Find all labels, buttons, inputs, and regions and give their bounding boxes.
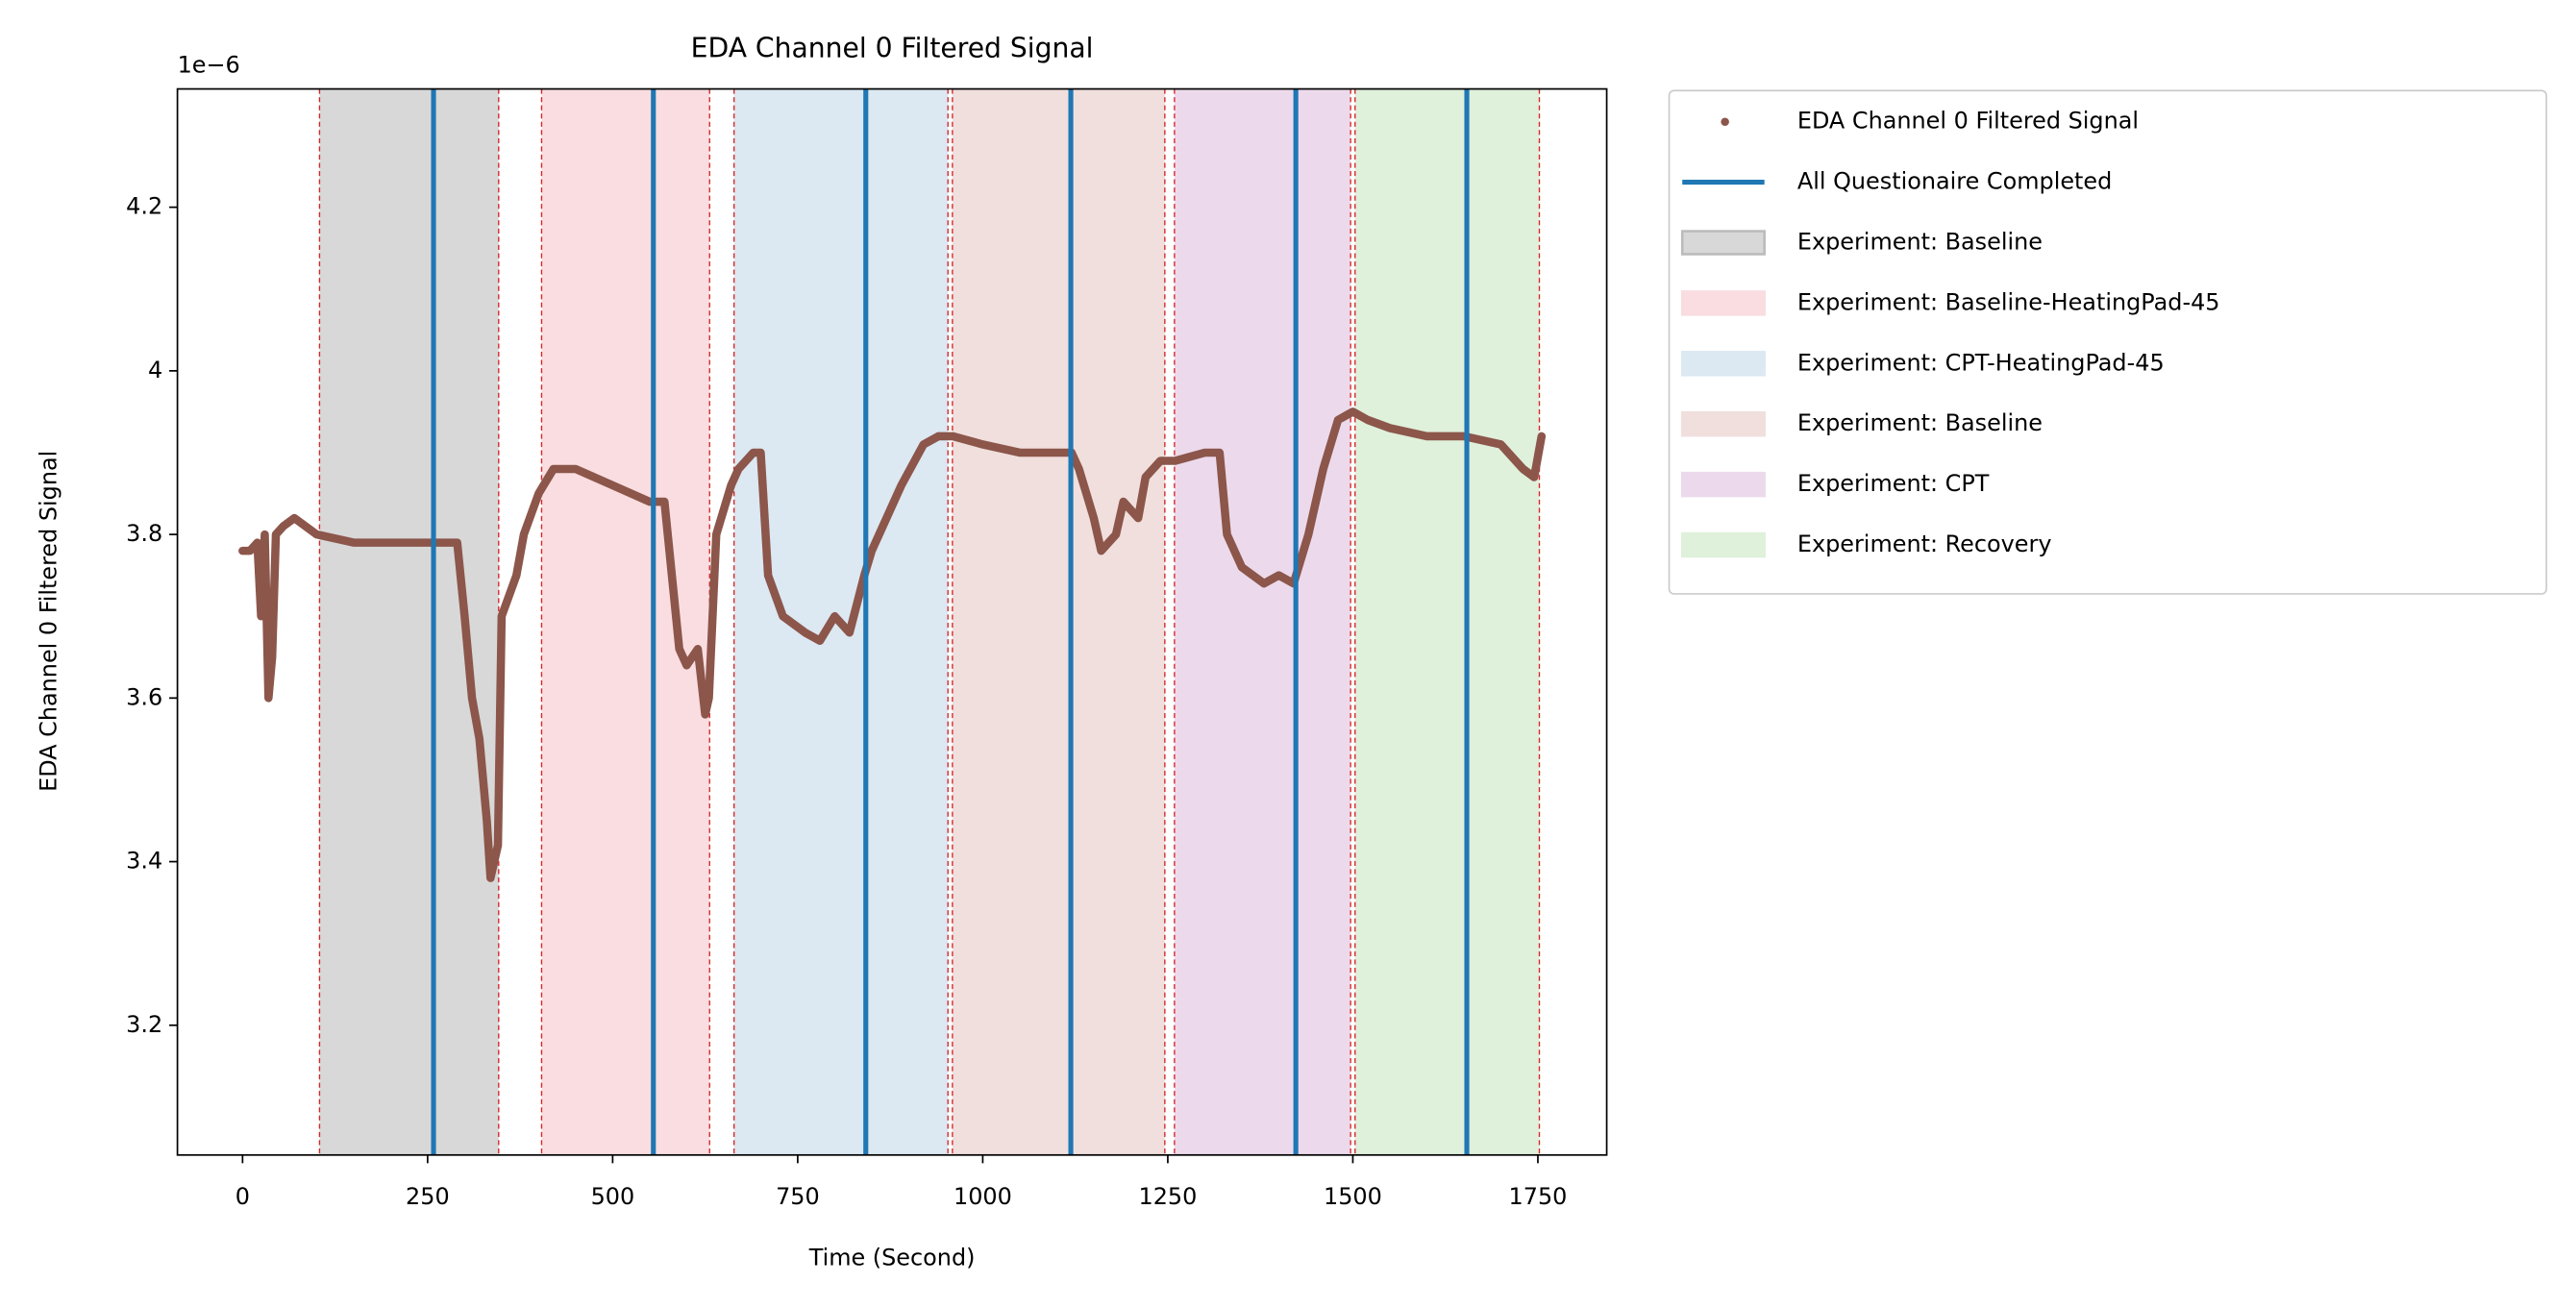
signal-line [238,407,1547,882]
legend-marker [1721,117,1729,126]
span [319,88,499,1155]
legend-patch [1680,230,1766,256]
span [952,88,1165,1155]
legend-patch [1680,471,1766,498]
legend-label: All Questionaire Completed [1797,168,2112,195]
legend-patch [1680,351,1766,377]
x-tick-label: 1250 [1139,1183,1198,1210]
legend-label: Experiment: CPT [1797,470,1990,497]
legend-label: Experiment: Baseline-HeatingPad-45 [1797,288,2220,315]
legend-label: EDA Channel 0 Filtered Signal [1797,108,2139,135]
span [541,88,710,1155]
x-tick-label: 1000 [954,1183,1012,1210]
span [1174,88,1351,1155]
x-tick-label: 500 [591,1183,635,1210]
y-tick-label: 4.2 [126,193,162,220]
legend-patch [1680,531,1766,558]
chart-title: EDA Channel 0 Filtered Signal [691,33,1094,64]
y-offset-text: 1e−6 [178,52,240,79]
x-tick-label: 0 [235,1183,250,1210]
span [1354,88,1540,1155]
legend-label: Experiment: Baseline [1797,229,2043,256]
x-tick-label: 1750 [1509,1183,1568,1210]
legend-label: Experiment: Baseline [1797,409,2043,436]
legend-box [1668,89,2548,595]
y-tick-label: 4 [148,357,162,383]
x-tick-label: 750 [776,1183,820,1210]
legend-label: Experiment: Recovery [1797,531,2052,557]
x-tick-label: 250 [406,1183,450,1210]
y-tick-label: 3.8 [126,520,162,547]
y-tick-label: 3.2 [126,1011,162,1038]
plot-frame [176,87,1608,1156]
legend-label: Experiment: CPT-HeatingPad-45 [1797,349,2165,376]
x-tick-label: 1500 [1324,1183,1382,1210]
y-tick-label: 3.6 [126,683,162,710]
legend-patch [1680,410,1766,437]
y-axis-label: EDA Channel 0 Filtered Signal [35,451,62,792]
y-tick-label: 3.4 [126,848,162,875]
x-axis-label: Time (Second) [808,1244,976,1271]
legend-patch [1680,290,1766,316]
